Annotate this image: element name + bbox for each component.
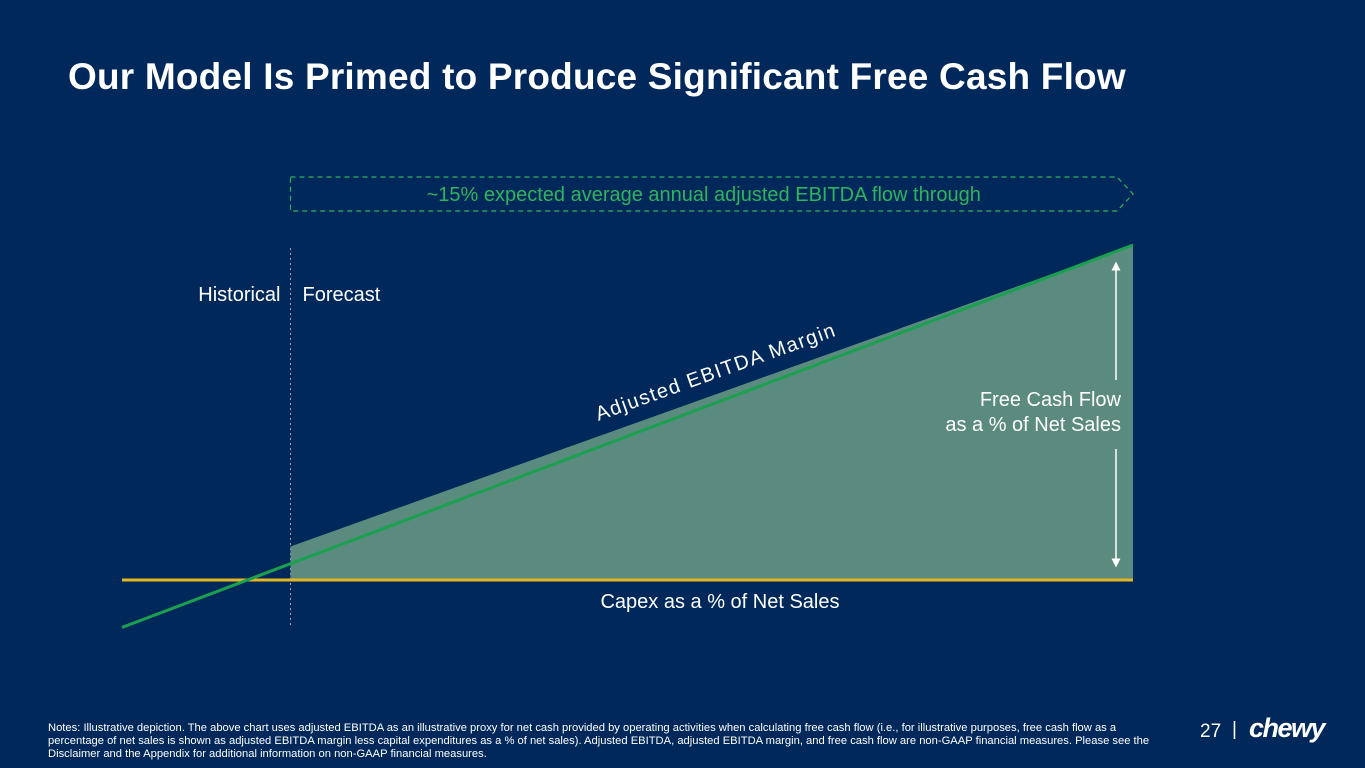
fcf-label-line-2: as a % of Net Sales [945, 414, 1121, 436]
fcf-chart: ~15% expected average annual adjusted EB… [121, 176, 1134, 629]
footnote: Notes: Illustrative depiction. The above… [48, 722, 1150, 760]
capex-label: Capex as a % of Net Sales [600, 591, 839, 613]
chewy-logo: chewy [1249, 713, 1326, 743]
page-separator: | [1232, 719, 1237, 740]
callout-text: ~15% expected average annual adjusted EB… [427, 184, 981, 206]
forecast-label: Forecast [303, 284, 381, 306]
callout-box [289, 176, 1134, 212]
ebitda-margin-line [121, 243, 1134, 629]
historical-label: Historical [198, 284, 280, 306]
fcf-label-line-1: Free Cash Flow [980, 389, 1122, 411]
slide-title: Our Model Is Primed to Produce Significa… [68, 56, 1126, 97]
free-cash-flow-area [290, 245, 1133, 580]
page-number: 27 [1200, 721, 1222, 742]
